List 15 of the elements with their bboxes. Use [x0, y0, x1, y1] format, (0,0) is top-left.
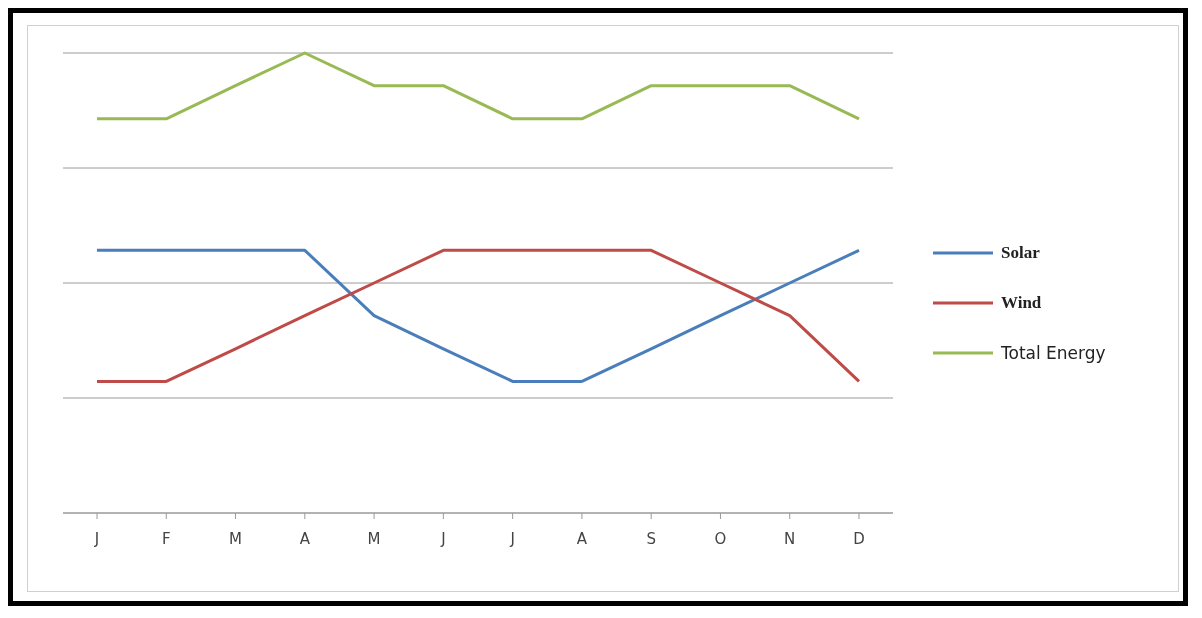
x-tick-label: S [646, 529, 656, 548]
legend-label: Wind [1001, 293, 1042, 313]
x-tick-label: M [367, 529, 381, 548]
x-tick-label: A [576, 529, 588, 548]
x-tick-label: D [853, 529, 865, 548]
x-tick-label: M [229, 529, 243, 548]
x-tick-label: J [509, 529, 515, 548]
x-tick-label: N [784, 529, 796, 548]
legend-label: Solar [1001, 243, 1040, 263]
x-tick-label: J [93, 529, 100, 548]
x-tick-label: F [161, 529, 171, 548]
legend-label: Total Energy [1001, 343, 1106, 363]
x-tick-label: O [714, 529, 727, 548]
x-tick-label: J [440, 529, 446, 548]
x-tick-label: A [299, 529, 311, 548]
